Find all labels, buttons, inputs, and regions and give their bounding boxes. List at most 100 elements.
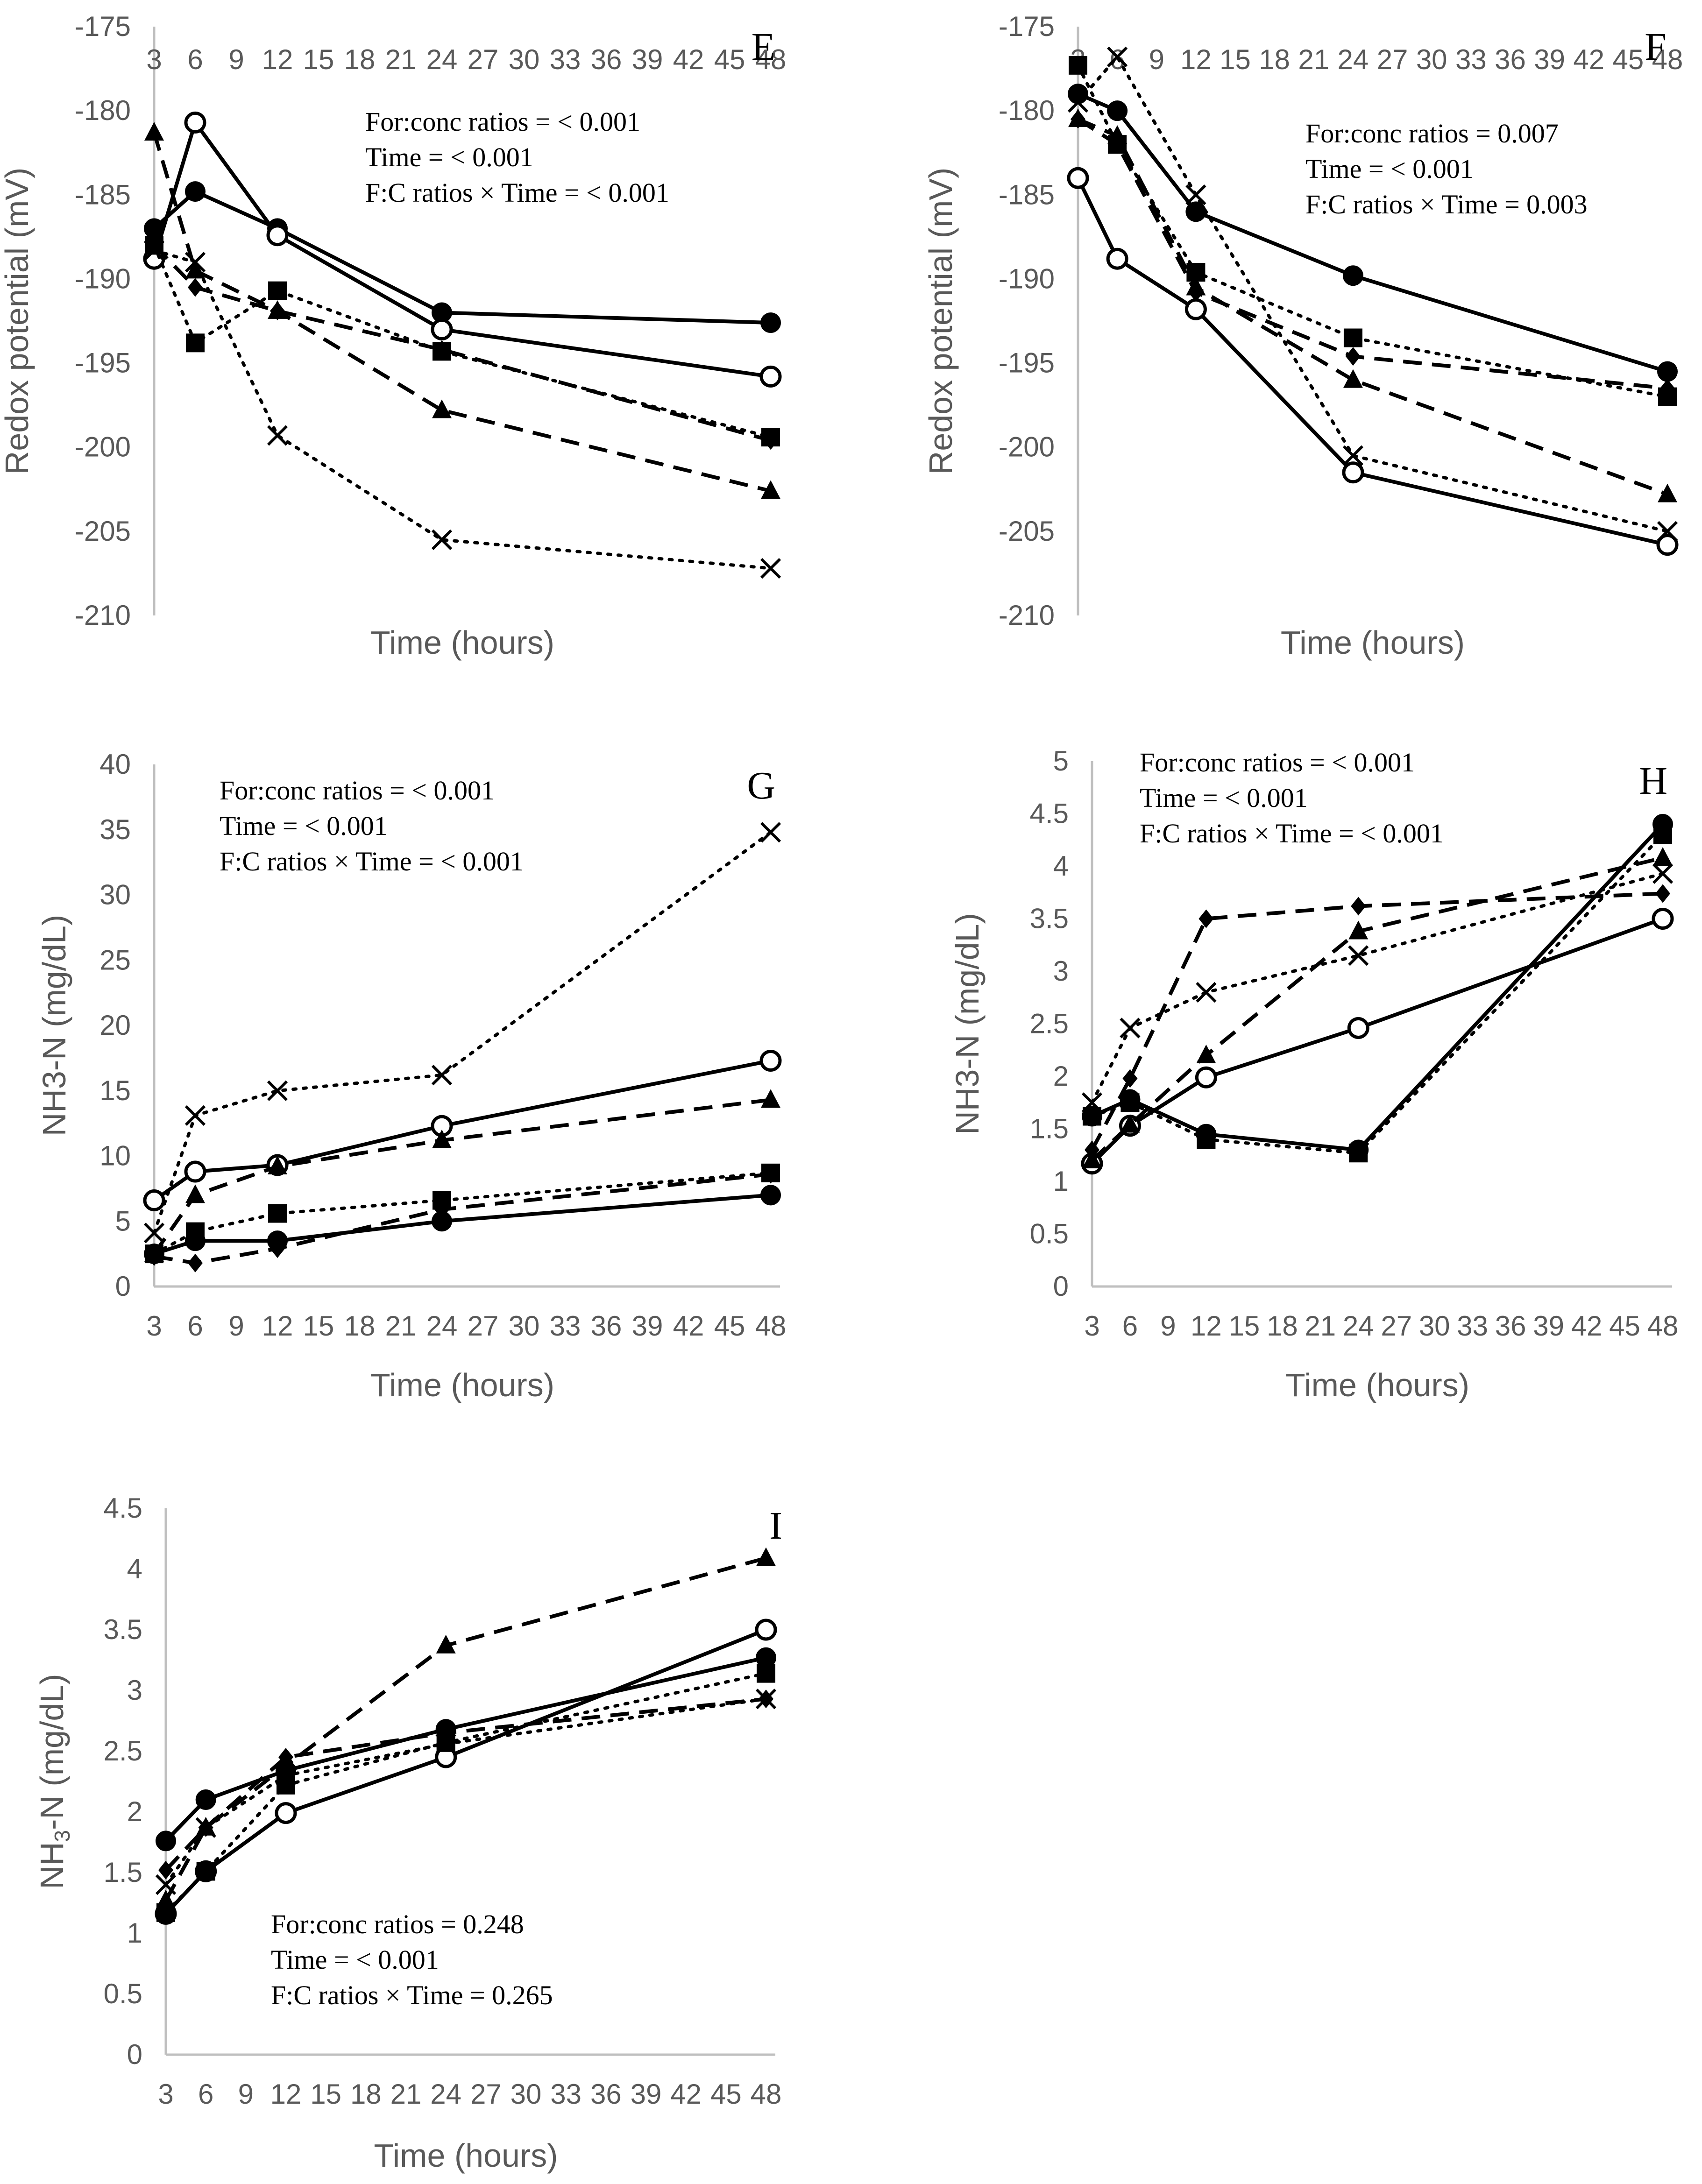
x-tick-label: 27 (468, 1310, 499, 1342)
x-tick-label: 9 (1160, 1310, 1176, 1342)
y-tick-label: 35 (99, 814, 131, 845)
data-point (1197, 1130, 1216, 1149)
data-point (1198, 909, 1214, 928)
data-point (1652, 863, 1674, 884)
stats-annotation: F:C ratios × Time = < 0.001 (1140, 818, 1444, 848)
x-tick-label: 33 (1455, 44, 1487, 75)
x-tick-label: 18 (1259, 44, 1290, 75)
data-point (1658, 483, 1677, 502)
data-point (1110, 135, 1125, 154)
data-point (196, 1862, 215, 1881)
x-tick-label: 18 (1267, 1310, 1298, 1342)
data-point (1120, 1018, 1141, 1039)
series-square (156, 1664, 775, 1922)
x-tick-label: 6 (187, 44, 203, 75)
data-point (755, 1619, 777, 1641)
data-point (275, 1765, 297, 1786)
x-tick-label: 21 (1298, 44, 1329, 75)
x-tick-label: 30 (1416, 44, 1447, 75)
data-point (760, 822, 781, 843)
x-tick-label: 24 (426, 1310, 458, 1342)
data-point (761, 1089, 780, 1108)
y-tick-label: -180 (999, 95, 1055, 126)
panel-label: E (752, 25, 775, 69)
y-axis-title-main: NH3-N (mg/dL) (36, 915, 72, 1137)
chart-panel-h: 54.543.532.521.510.503 6 9 12 15 18 21 24 27 30 33… (949, 745, 1678, 1403)
data-point (195, 1817, 216, 1838)
stats-annotation: F:C ratios × Time = 0.265 (271, 1980, 553, 2010)
y-axis-title: Redox potential (mV) (0, 168, 35, 475)
series-line (152, 243, 773, 439)
y-tick-label: 2 (127, 1796, 142, 1827)
x-tick-label: 27 (1377, 44, 1408, 75)
data-point (1653, 847, 1673, 866)
x-axis-title: Time (hours) (370, 624, 554, 661)
x-tick-label: 42 (673, 1310, 704, 1342)
data-point (275, 1802, 297, 1824)
chart-panel-i: 4.543.532.521.510.503 6 9 12 15 18 21 24 27 30 33 3… (34, 1492, 782, 2174)
x-tick-label: 45 (1609, 1310, 1640, 1342)
x-tick-label: 3 (1084, 1310, 1099, 1342)
x-tick-label: 30 (511, 2078, 542, 2110)
y-tick-label: -175 (75, 11, 131, 42)
series-line (164, 1697, 768, 1887)
data-point (1081, 1092, 1103, 1113)
series-line (153, 244, 772, 443)
data-point (431, 318, 453, 341)
x-tick-label: 48 (755, 1310, 787, 1342)
series-line (152, 830, 773, 1235)
x-tick-label: 39 (1534, 44, 1565, 75)
y-tick-label: -200 (75, 431, 131, 463)
y-tick-label: 25 (99, 944, 131, 975)
data-point (1348, 945, 1369, 966)
y-tick-label: 40 (99, 749, 131, 780)
series-circle-open (1067, 167, 1679, 556)
data-point (1345, 347, 1361, 366)
data-point (270, 1239, 285, 1258)
y-axis-title-tail: -N (mg/dL) (34, 1674, 70, 1830)
data-point (436, 1634, 456, 1654)
stats-annotation: For:conc ratios = 0.007 (1305, 118, 1559, 148)
data-point (188, 1253, 203, 1272)
stats-annotation: For:conc ratios = 0.248 (271, 1909, 524, 1939)
x-tick-label: 36 (591, 1310, 622, 1342)
y-tick-label: 4 (127, 1553, 142, 1584)
x-tick-label: 42 (670, 2078, 702, 2110)
x-tick-label: 27 (1381, 1310, 1412, 1342)
series-line (164, 1697, 766, 1872)
x-tick-label: 45 (714, 44, 745, 75)
y-axis-title-subscript: 3 (50, 1830, 74, 1842)
data-point (1342, 265, 1363, 286)
series-diamond (147, 236, 778, 450)
series-line (1090, 833, 1665, 1155)
data-point (1347, 1017, 1369, 1039)
data-point (432, 1129, 452, 1148)
series-diamond (1085, 884, 1670, 1159)
series-circle-open (155, 1619, 777, 1925)
data-point (156, 1831, 176, 1852)
data-point (1185, 184, 1206, 205)
panel-label: G (747, 764, 775, 807)
data-point (186, 1222, 205, 1241)
data-point (1069, 56, 1087, 75)
x-tick-label: 6 (1122, 1310, 1138, 1342)
data-point (184, 111, 206, 134)
x-tick-label: 15 (303, 44, 334, 75)
x-tick-label: 9 (1149, 44, 1164, 75)
data-point (1657, 361, 1678, 382)
x-tick-label: 24 (430, 2078, 461, 2110)
data-point (1120, 1114, 1140, 1133)
data-point (757, 1664, 775, 1683)
x-tick-label: 39 (1533, 1310, 1564, 1342)
x-tick-label: 9 (228, 44, 244, 75)
x-axis-title: Time (hours) (1285, 1367, 1469, 1403)
series-triangle (156, 1547, 776, 1908)
data-point (1085, 1140, 1099, 1159)
x-tick-label: 15 (1220, 44, 1251, 75)
data-point (432, 399, 452, 418)
series-x (1067, 46, 1678, 542)
data-point (1343, 369, 1363, 388)
panel-label: H (1639, 759, 1667, 803)
data-point (1106, 247, 1128, 270)
